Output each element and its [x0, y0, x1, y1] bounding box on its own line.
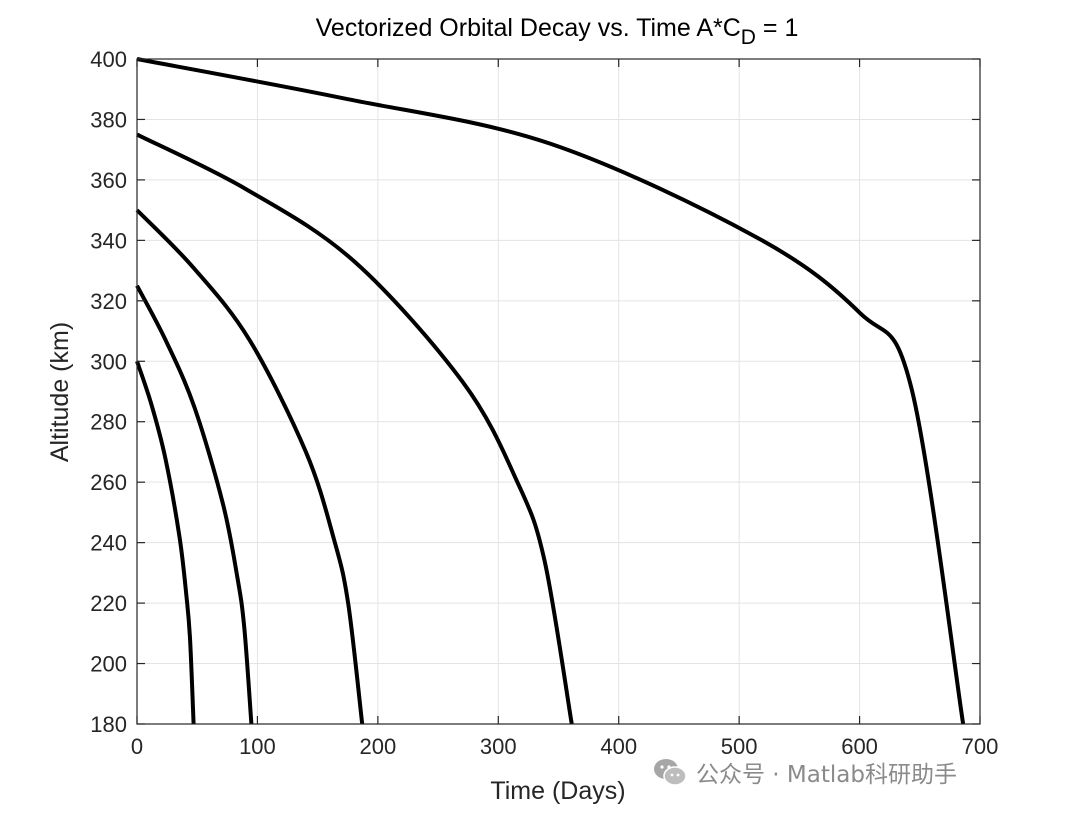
tick-marks: [136, 58, 981, 725]
y-tick-label: 360: [90, 168, 127, 193]
axes-box: [136, 58, 981, 725]
x-tick-label: 300: [480, 734, 517, 759]
chart-title: Vectorized Orbital Decay vs. Time A*CD =…: [316, 14, 799, 49]
wechat-icon: [654, 759, 687, 786]
x-tick-labels: 0 100 200 300 400 500 600 700: [131, 734, 998, 759]
y-tick-labels: 180 200 220 240 260 280 300 320 340 360 380 400: [90, 47, 127, 737]
decay-curve-375km: [136, 132, 574, 725]
y-tick-label: 200: [90, 652, 127, 677]
x-tick-label: 0: [131, 734, 143, 759]
x-axis-label: Time (Days): [490, 777, 625, 805]
watermark: 公众号 · Matlab科研助手: [652, 754, 957, 790]
decay-curve-350km: [135, 208, 365, 725]
grid-lines: [136, 58, 981, 725]
y-tick-label: 340: [90, 228, 127, 253]
y-tick-label: 220: [90, 591, 127, 616]
chart-title-subscript: D: [741, 26, 756, 49]
decay-curve-400km: [136, 57, 966, 725]
y-axis-label: Altitude (km): [46, 322, 74, 462]
y-tick-label: 260: [90, 470, 127, 495]
chart-title-main: Vectorized Orbital Decay vs. Time A*C: [316, 14, 741, 42]
x-tick-label: 200: [359, 734, 396, 759]
series-lines: [135, 57, 966, 725]
x-tick-label: 700: [962, 734, 999, 759]
x-tick-label: 400: [600, 734, 637, 759]
x-tick-label: 100: [239, 734, 276, 759]
decay-curve-325km: [135, 284, 254, 725]
y-tick-label: 300: [90, 349, 127, 374]
y-tick-label: 240: [90, 531, 127, 556]
watermark-text: 公众号 · Matlab科研助手: [696, 762, 957, 788]
y-tick-label: 180: [90, 712, 127, 737]
y-tick-label: 320: [90, 289, 127, 314]
x-tick-label: 600: [841, 734, 878, 759]
y-tick-label: 380: [90, 107, 127, 132]
x-tick-label: 500: [721, 734, 758, 759]
y-tick-label: 400: [90, 47, 127, 72]
decay-curve-300km: [135, 360, 196, 725]
chart-title-suffix: = 1: [756, 14, 798, 42]
y-tick-label: 280: [90, 410, 127, 435]
